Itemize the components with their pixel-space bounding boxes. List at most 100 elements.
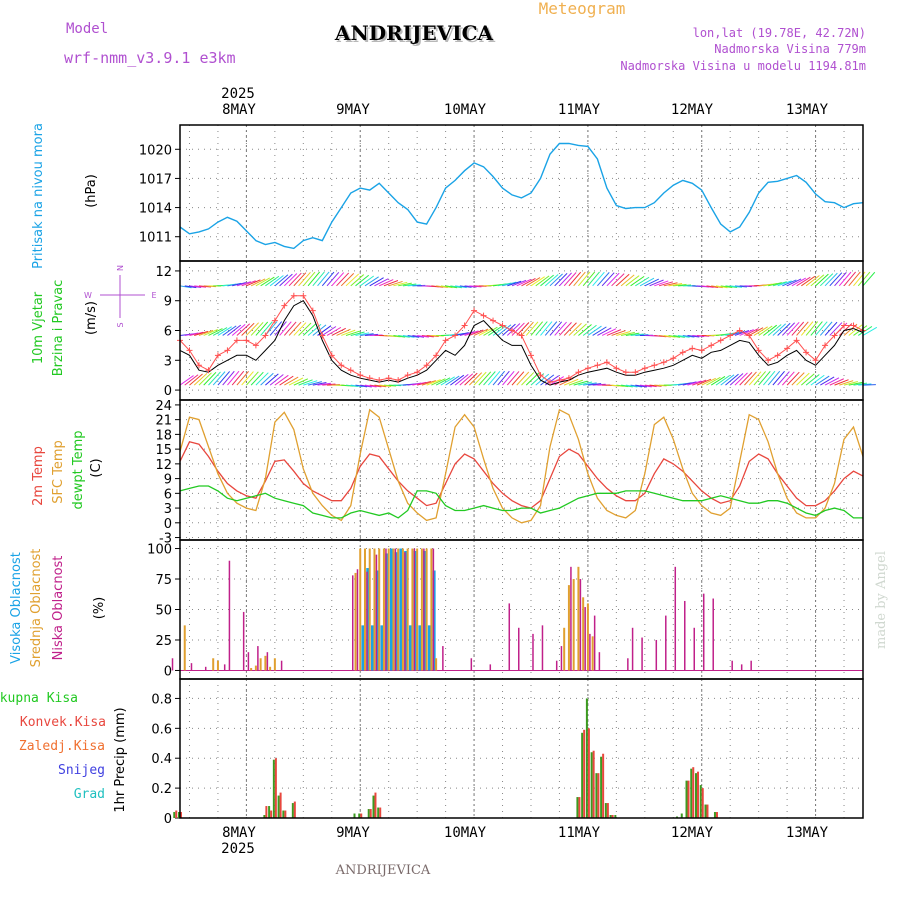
wind-barb bbox=[583, 272, 595, 286]
low-cloud-bar bbox=[599, 652, 601, 670]
convective-precip-bar bbox=[593, 751, 595, 818]
low-cloud-bar bbox=[243, 612, 245, 671]
day-label-top-4: 11MAY bbox=[558, 102, 601, 118]
y-tick-label: 3 bbox=[164, 354, 172, 369]
precip-frz-label: Zaledj.Kisa bbox=[19, 739, 105, 754]
y-tick-label: 1011 bbox=[139, 231, 172, 246]
mid-cloud-bar bbox=[421, 549, 423, 671]
total-precip-bar bbox=[700, 785, 702, 818]
low-cloud-bar bbox=[712, 599, 714, 671]
pressure-title: Pritisak na nivou mora bbox=[31, 123, 46, 269]
total-precip-bar bbox=[591, 752, 593, 818]
total-precip-bar bbox=[273, 760, 275, 818]
y-tick-label: 24 bbox=[155, 399, 172, 414]
compass-n: N bbox=[116, 265, 125, 271]
wind-barb bbox=[498, 371, 510, 385]
day-label-top-3: 10MAY bbox=[444, 102, 487, 118]
gust-marker bbox=[395, 377, 401, 383]
low-cloud-bar bbox=[352, 575, 354, 670]
gust-marker bbox=[642, 365, 648, 371]
low-cloud-bar bbox=[224, 664, 226, 670]
low-cloud-bar bbox=[267, 652, 269, 670]
total-precip-bar bbox=[581, 733, 583, 818]
low-cloud-bar bbox=[248, 652, 250, 670]
day-label-top-6: 13MAY bbox=[786, 102, 829, 118]
y-tick-label: 0.4 bbox=[151, 752, 172, 767]
model-label: Model bbox=[66, 21, 108, 37]
low-cloud-bar bbox=[570, 567, 572, 671]
footer-station: ANDRIJEVICA bbox=[335, 863, 431, 878]
pressure-unit: (hPa) bbox=[84, 174, 99, 208]
temp-unit: (C) bbox=[89, 458, 104, 477]
gust-marker bbox=[528, 352, 534, 358]
total-precip-bar bbox=[605, 803, 607, 818]
compass-w: W bbox=[84, 291, 92, 300]
wind-title-2: Brzina i Pravac bbox=[51, 280, 66, 377]
precip-conv-label: Konvek.Kisa bbox=[20, 715, 106, 730]
low-cloud-bar bbox=[584, 607, 586, 670]
low-cloud-bar bbox=[556, 661, 558, 671]
mid-cloud-bar bbox=[269, 667, 271, 671]
low-cloud-bar bbox=[433, 549, 435, 671]
y-tick-label: 0.2 bbox=[151, 782, 172, 797]
y-tick-label: 21 bbox=[155, 414, 172, 429]
chart-panels: 1011101410171020036912-30369121518212402… bbox=[139, 125, 877, 827]
mid-cloud-bar bbox=[563, 628, 565, 671]
cloud-high-label: Visoka Oblacnost bbox=[9, 552, 24, 664]
y-tick-label: 0 bbox=[164, 812, 172, 827]
model-elevation-label: Nadmorska Visina u modelu 1194.81m bbox=[620, 59, 866, 73]
mid-cloud-bar bbox=[402, 549, 404, 671]
mid-cloud-bar bbox=[354, 573, 356, 671]
low-cloud-bar bbox=[641, 638, 643, 671]
gust-marker bbox=[443, 337, 449, 343]
total-precip-bar bbox=[586, 698, 588, 818]
gust-marker bbox=[243, 337, 249, 343]
mid-cloud-bar bbox=[383, 549, 385, 671]
day-label-top-5: 12MAY bbox=[671, 102, 714, 118]
mid-cloud-bar bbox=[430, 549, 432, 671]
low-cloud-bar bbox=[205, 667, 207, 671]
mid-cloud-bar bbox=[411, 549, 413, 671]
wind-barb bbox=[858, 272, 870, 286]
convective-precip-bar bbox=[294, 802, 296, 818]
gust-marker bbox=[604, 359, 610, 365]
mid-cloud-bar bbox=[582, 597, 584, 670]
mid-cloud-bar bbox=[250, 668, 252, 670]
wind-barb bbox=[232, 371, 244, 385]
y-tick-label: 1014 bbox=[139, 202, 172, 217]
low-cloud-bar bbox=[594, 616, 596, 671]
convective-precip-bar bbox=[607, 803, 609, 818]
wind-barb bbox=[773, 371, 785, 385]
low-cloud-bar bbox=[471, 658, 473, 670]
gust-marker bbox=[670, 355, 676, 361]
total-precip-bar bbox=[695, 773, 697, 818]
precip-total-label: Ukupna Kisa bbox=[0, 691, 78, 706]
low-cloud-bar bbox=[656, 640, 658, 670]
low-cloud-bar bbox=[414, 549, 416, 671]
wind-unit: (m/s) bbox=[84, 301, 99, 335]
wind-barb bbox=[768, 371, 780, 385]
y-tick-label: 75 bbox=[155, 573, 172, 588]
convective-precip-bar bbox=[716, 812, 718, 818]
temp-dew-label: dewpt Temp bbox=[71, 430, 86, 509]
convective-precip-bar bbox=[374, 793, 376, 818]
mid-cloud-bar bbox=[274, 658, 276, 670]
y-tick-label: 12 bbox=[155, 458, 172, 473]
mid-cloud-bar bbox=[212, 658, 214, 670]
panel-frame bbox=[180, 400, 863, 540]
low-cloud-bar bbox=[589, 634, 591, 671]
wind-barb bbox=[811, 322, 823, 336]
wind-title-1: 10m Vjetar bbox=[31, 291, 46, 364]
meteogram-label: Meteogram bbox=[539, 0, 626, 18]
convective-precip-bar bbox=[588, 728, 590, 818]
low-cloud-bar bbox=[357, 569, 359, 670]
convective-precip-bar bbox=[706, 805, 708, 818]
low-cloud-bar bbox=[366, 572, 368, 671]
low-cloud-bar bbox=[518, 628, 520, 671]
total-precip-bar bbox=[372, 796, 374, 818]
wind-barb bbox=[327, 272, 339, 286]
total-precip-bar bbox=[714, 812, 716, 818]
